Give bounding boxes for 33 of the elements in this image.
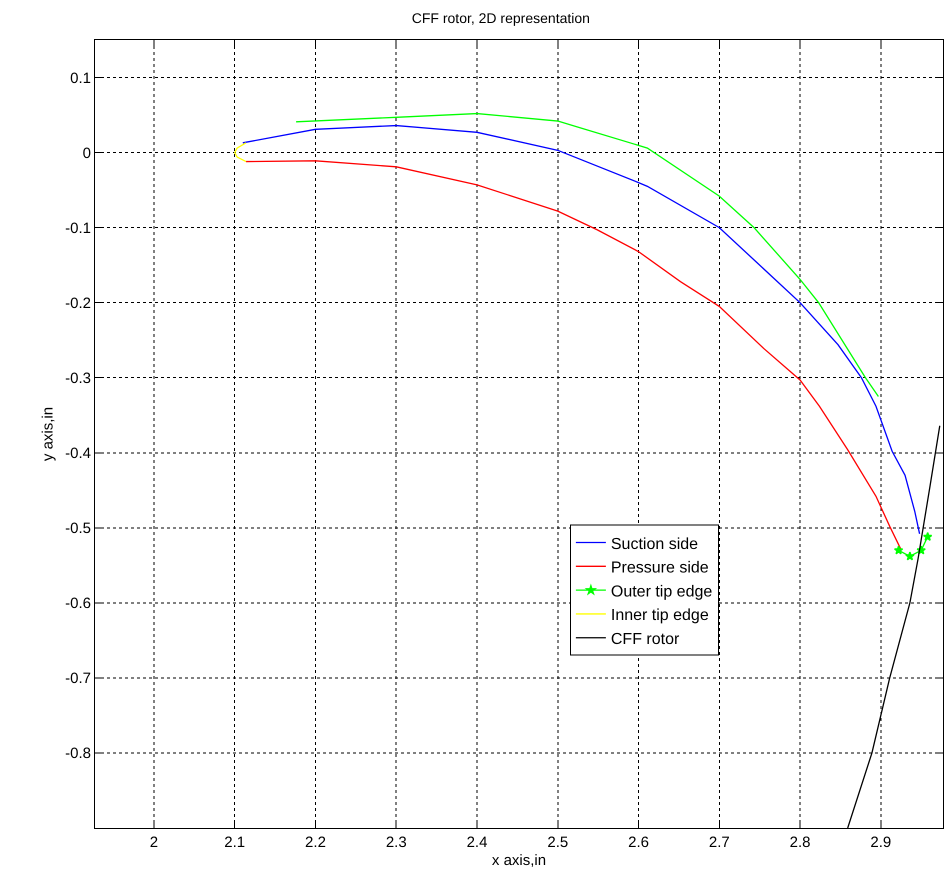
y-axis-title: y axis,in (39, 406, 56, 462)
chart-title: CFF rotor, 2D representation (412, 10, 590, 26)
legend-label: Suction side (610, 536, 698, 553)
x-tick-label: 2.6 (628, 834, 649, 851)
legend-label: Outer tip edge (610, 583, 712, 600)
y-tick-label: -0.2 (65, 294, 91, 312)
point (922, 532, 932, 541)
x-tick-label: 2.4 (466, 834, 488, 851)
y-tick-label: -0.3 (65, 370, 91, 387)
x-axis-title: x axis,in (492, 852, 546, 869)
point (905, 551, 915, 560)
point (894, 545, 904, 554)
y-tick-label: -0.8 (65, 745, 91, 762)
line-series (295, 112, 880, 398)
y-tick-label: -0.7 (65, 670, 91, 688)
legend-label: Inner tip edge (610, 607, 709, 624)
y-tick-label: 0 (82, 144, 91, 162)
y-tick-label: -0.6 (65, 595, 91, 612)
y-tick-label: -0.4 (65, 445, 91, 462)
x-tick-label: 2 (150, 834, 158, 851)
y-tick-label: -0.5 (65, 520, 91, 538)
legend-label: Pressure side (610, 560, 709, 577)
x-tick-label: 2.1 (224, 834, 246, 851)
y-tick-label: -0.1 (65, 220, 91, 237)
x-tick-label: 2.7 (708, 834, 730, 851)
x-tick-label: 2.5 (547, 834, 568, 851)
line-series (234, 142, 247, 162)
x-tick-label: 2.2 (305, 834, 326, 851)
x-tick-label: 2.8 (790, 834, 810, 851)
y-tick-label: 0.1 (70, 70, 91, 87)
legend-label: CFF rotor (610, 630, 680, 648)
x-tick-label: 2.9 (870, 834, 892, 851)
x-tick-label: 2.3 (386, 834, 407, 851)
